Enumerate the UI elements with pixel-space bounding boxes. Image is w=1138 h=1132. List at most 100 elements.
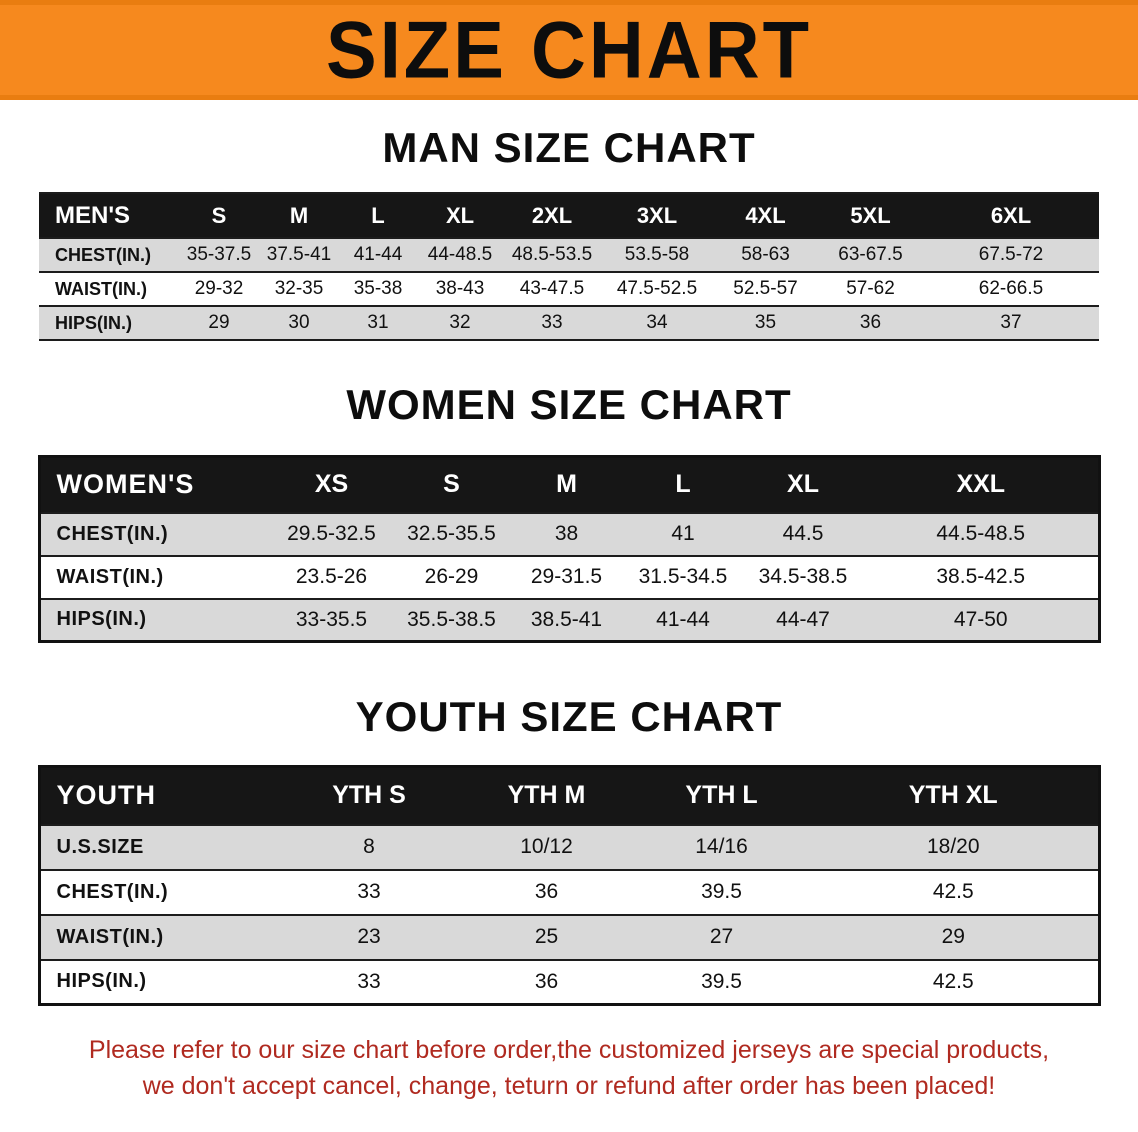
size-cell: 52.5-57 [713, 271, 818, 306]
header-cell: YTH L [634, 766, 809, 825]
women-hips-row: HIPS(IN.) 33-35.5 35.5-38.5 38.5-41 41-4… [39, 597, 1099, 642]
youth-chest-row: CHEST(IN.) 33 36 39.5 42.5 [39, 868, 1099, 915]
header-cell: M [259, 193, 339, 238]
row-label-cell: HIPS(IN.) [39, 597, 269, 642]
size-cell: 25 [459, 913, 634, 960]
size-cell: 27 [634, 913, 809, 960]
row-label-cell: WAIST(IN.) [39, 554, 269, 599]
size-cell: 44-48.5 [417, 237, 503, 272]
size-cell: 36 [459, 868, 634, 915]
size-cell: 39.5 [634, 868, 809, 915]
size-cell: 10/12 [459, 823, 634, 870]
men-chest-row: CHEST(IN.) 35-37.5 37.5-41 41-44 44-48.5… [39, 237, 1099, 272]
size-cell: 39.5 [634, 958, 809, 1005]
header-cell: MEN'S [39, 193, 179, 238]
size-cell: 41-44 [339, 237, 417, 272]
size-cell: 32.5-35.5 [394, 511, 509, 556]
header-cell: XXL [864, 456, 1099, 513]
header-cell: S [394, 456, 509, 513]
size-cell: 37 [923, 305, 1099, 340]
size-cell: 53.5-58 [601, 237, 713, 272]
header-cell: YTH S [279, 766, 459, 825]
size-cell: 38 [509, 511, 624, 556]
men-chart-heading: MAN SIZE CHART [382, 124, 756, 171]
size-cell: 29-32 [179, 271, 259, 306]
size-cell: 36 [459, 958, 634, 1005]
size-cell: 26-29 [394, 554, 509, 599]
size-cell: 44.5-48.5 [864, 511, 1099, 556]
size-cell: 14/16 [634, 823, 809, 870]
size-cell: 41 [624, 511, 742, 556]
size-cell: 35-37.5 [179, 237, 259, 272]
size-cell: 23 [279, 913, 459, 960]
women-header-row: WOMEN'S XS S M L XL XXL [39, 456, 1099, 513]
size-cell: 41-44 [624, 597, 742, 642]
size-cell: 35.5-38.5 [394, 597, 509, 642]
header-cell: L [624, 456, 742, 513]
size-cell: 29 [809, 913, 1099, 960]
header-cell: 5XL [818, 193, 923, 238]
header-cell: 2XL [503, 193, 601, 238]
men-hips-row: HIPS(IN.) 29 30 31 32 33 34 35 36 37 [39, 305, 1099, 340]
men-size-table: MEN'S S M L XL 2XL 3XL 4XL 5XL 6XL CHEST… [39, 192, 1099, 341]
banner: SIZE CHART [0, 0, 1138, 100]
row-label-cell: HIPS(IN.) [39, 305, 179, 340]
size-cell: 34.5-38.5 [742, 554, 864, 599]
header-cell: XS [269, 456, 394, 513]
size-cell: 33 [503, 305, 601, 340]
size-cell: 35-38 [339, 271, 417, 306]
women-chest-row: CHEST(IN.) 29.5-32.5 32.5-35.5 38 41 44.… [39, 511, 1099, 556]
size-cell: 38.5-42.5 [864, 554, 1099, 599]
disclaimer: Please refer to our size chart before or… [0, 1032, 1138, 1105]
size-cell: 43-47.5 [503, 271, 601, 306]
header-cell: YTH XL [809, 766, 1099, 825]
size-cell: 67.5-72 [923, 237, 1099, 272]
size-cell: 33-35.5 [269, 597, 394, 642]
size-cell: 58-63 [713, 237, 818, 272]
row-label-cell: CHEST(IN.) [39, 868, 279, 915]
size-cell: 32 [417, 305, 503, 340]
size-cell: 47.5-52.5 [601, 271, 713, 306]
men-waist-row: WAIST(IN.) 29-32 32-35 35-38 38-43 43-47… [39, 271, 1099, 306]
header-cell: WOMEN'S [39, 456, 269, 513]
header-cell: M [509, 456, 624, 513]
size-cell: 57-62 [818, 271, 923, 306]
size-cell: 44-47 [742, 597, 864, 642]
header-cell: 6XL [923, 193, 1099, 238]
header-cell: YTH M [459, 766, 634, 825]
size-chart-page: SIZE CHART MAN SIZE CHART MEN'S S M L XL… [0, 0, 1138, 1105]
size-cell: 18/20 [809, 823, 1099, 870]
size-cell: 33 [279, 868, 459, 915]
size-cell: 37.5-41 [259, 237, 339, 272]
disclaimer-line: we don't accept cancel, change, teturn o… [142, 1072, 996, 1101]
size-cell: 63-67.5 [818, 237, 923, 272]
header-cell: YOUTH [39, 766, 279, 825]
size-cell: 23.5-26 [269, 554, 394, 599]
row-label-cell: CHEST(IN.) [39, 511, 269, 556]
size-cell: 29-31.5 [509, 554, 624, 599]
youth-ussize-row: U.S.SIZE 8 10/12 14/16 18/20 [39, 823, 1099, 870]
size-cell: 42.5 [809, 958, 1099, 1005]
size-cell: 29.5-32.5 [269, 511, 394, 556]
page-title: SIZE CHART [326, 4, 812, 96]
size-cell: 38.5-41 [509, 597, 624, 642]
women-waist-row: WAIST(IN.) 23.5-26 26-29 29-31.5 31.5-34… [39, 554, 1099, 599]
youth-header-row: YOUTH YTH S YTH M YTH L YTH XL [39, 766, 1099, 825]
size-cell: 30 [259, 305, 339, 340]
youth-waist-row: WAIST(IN.) 23 25 27 29 [39, 913, 1099, 960]
size-cell: 47-50 [864, 597, 1099, 642]
size-cell: 29 [179, 305, 259, 340]
disclaimer-line: Please refer to our size chart before or… [88, 1036, 1050, 1064]
men-header-row: MEN'S S M L XL 2XL 3XL 4XL 5XL 6XL [39, 193, 1099, 238]
header-cell: S [179, 193, 259, 238]
header-cell: L [339, 193, 417, 238]
size-cell: 35 [713, 305, 818, 340]
header-cell: XL [417, 193, 503, 238]
row-label-cell: HIPS(IN.) [39, 958, 279, 1005]
size-cell: 48.5-53.5 [503, 237, 601, 272]
size-cell: 44.5 [742, 511, 864, 556]
youth-chart-heading: YOUTH SIZE CHART [355, 693, 783, 740]
youth-hips-row: HIPS(IN.) 33 36 39.5 42.5 [39, 958, 1099, 1005]
size-cell: 33 [279, 958, 459, 1005]
header-cell: 3XL [601, 193, 713, 238]
